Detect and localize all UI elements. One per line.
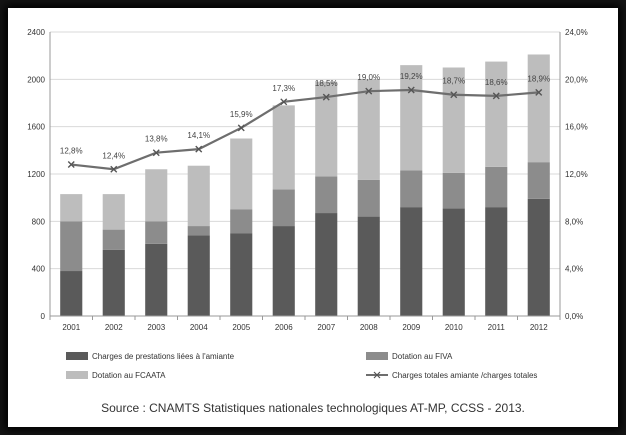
line-data-label: 17,3% [272, 84, 295, 93]
line-marker [152, 149, 160, 157]
y-right-tick-label: 4,0% [565, 265, 583, 274]
legend-label: Charges totales amiante /charges totales [392, 371, 537, 380]
y-right-tick-label: 0,0% [565, 312, 583, 321]
y-right-tick-label: 24,0% [565, 28, 588, 37]
line-marker [450, 91, 458, 99]
line-marker [67, 161, 75, 169]
line-data-label: 18,5% [315, 79, 338, 88]
bar-segment-s2 [357, 179, 380, 217]
bar-segment-s2 [272, 189, 295, 227]
x-tick-label: 2011 [488, 323, 506, 332]
chart-frame: 0 400 800 1200 1600 2000 2400 0,0% 4,0% 8,0% 12,0%… [8, 8, 618, 427]
legend-label: Charges de prestations liées à l'amiante [92, 352, 235, 361]
line-marker [535, 88, 543, 96]
bar-segment-s2 [315, 176, 338, 214]
bar-segment-s2 [187, 226, 210, 236]
x-tick-label: 2012 [530, 323, 548, 332]
bar-segment-s3 [60, 194, 83, 222]
line-marker [407, 86, 415, 94]
y-right-tick-label: 8,0% [565, 217, 583, 226]
y-left-tick-label: 2400 [27, 28, 45, 37]
y-left-tick-label: 1200 [27, 170, 45, 179]
line-marker [322, 93, 330, 101]
bar-segment-s2 [145, 221, 168, 244]
x-tick-label: 2003 [147, 323, 165, 332]
bar-segment-s2 [527, 162, 550, 199]
y-right-tick-label: 16,0% [565, 123, 588, 132]
x-tick-label: 2007 [317, 323, 335, 332]
line-marker [280, 98, 288, 106]
bar-segment-s1 [400, 207, 423, 316]
bar-segment-s1 [315, 213, 338, 316]
line-series [71, 88, 539, 171]
line-marker [237, 124, 245, 132]
y-right-tick-label: 12,0% [565, 170, 588, 179]
y-left-tick-label: 0 [41, 312, 46, 321]
bar-segment-s1 [527, 198, 550, 316]
line-data-label: 18,7% [442, 77, 465, 86]
legend-swatch [366, 352, 388, 360]
x-tick-label: 2004 [190, 323, 208, 332]
bar-segment-s3 [527, 54, 550, 163]
x-tick-label: 2006 [275, 323, 293, 332]
line-data-label: 19,0% [357, 73, 380, 82]
line-marker [110, 165, 118, 173]
bar-segment-s3 [145, 169, 168, 222]
bar-segment-s1 [102, 249, 125, 316]
y-left-tick-label: 400 [32, 265, 46, 274]
line-marker [365, 87, 373, 95]
bar-segment-s1 [230, 233, 253, 316]
bar-segment-s3 [357, 79, 380, 180]
bar-segment-s1 [60, 271, 83, 316]
x-tick-label: 2005 [232, 323, 250, 332]
legend-swatch [66, 352, 88, 360]
bar-segment-s1 [145, 243, 168, 316]
line-data-label: 18,6% [485, 78, 508, 87]
legend-label: Dotation au FIVA [392, 352, 453, 361]
x-tick-label: 2010 [445, 323, 463, 332]
x-tick-label: 2009 [402, 323, 420, 332]
bar-segment-s2 [400, 170, 423, 208]
chart: 0 400 800 1200 1600 2000 2400 0,0% 4,0% 8,0% 12,0%… [27, 28, 588, 380]
line-data-label: 12,4% [102, 151, 125, 160]
bar-segment-s1 [442, 208, 465, 316]
bar-segment-s2 [485, 166, 508, 208]
bar-segment-s2 [230, 209, 253, 234]
bar-segment-s3 [315, 81, 338, 177]
bar-segment-s1 [357, 216, 380, 316]
y-left-tick-label: 2000 [27, 75, 45, 84]
bar-segment-s2 [442, 172, 465, 209]
bar-segment-s1 [272, 226, 295, 316]
legend-swatch [66, 371, 88, 379]
y-left-tick-label: 800 [32, 217, 46, 226]
x-tick-label: 2001 [62, 323, 80, 332]
line-data-label: 19,2% [400, 72, 423, 81]
bar-segment-s3 [485, 61, 508, 167]
line-data-label: 13,8% [145, 135, 168, 144]
bar-segment-s3 [102, 194, 125, 230]
x-tick-label: 2008 [360, 323, 378, 332]
line-data-label: 15,9% [230, 110, 253, 119]
bar-segment-s2 [102, 229, 125, 250]
legend-marker [373, 371, 381, 379]
line-marker [492, 92, 500, 100]
bar-segment-s3 [230, 138, 253, 210]
legend-label: Dotation au FCAATA [92, 371, 166, 380]
y-left-tick-label: 1600 [27, 123, 45, 132]
bar-segment-s1 [485, 207, 508, 316]
line-data-label: 18,9% [527, 74, 550, 83]
bar-segment-s2 [60, 221, 83, 272]
bar-segment-s3 [272, 105, 295, 190]
bar-segment-s1 [187, 235, 210, 316]
x-tick-label: 2002 [105, 323, 123, 332]
line-data-label: 12,8% [60, 147, 83, 156]
line-marker [195, 145, 203, 153]
bar-segment-s3 [187, 165, 210, 227]
y-right-tick-label: 20,0% [565, 75, 588, 84]
line-data-label: 14,1% [187, 131, 210, 140]
source-note: Source : CNAMTS Statistiques nationales … [101, 401, 525, 415]
